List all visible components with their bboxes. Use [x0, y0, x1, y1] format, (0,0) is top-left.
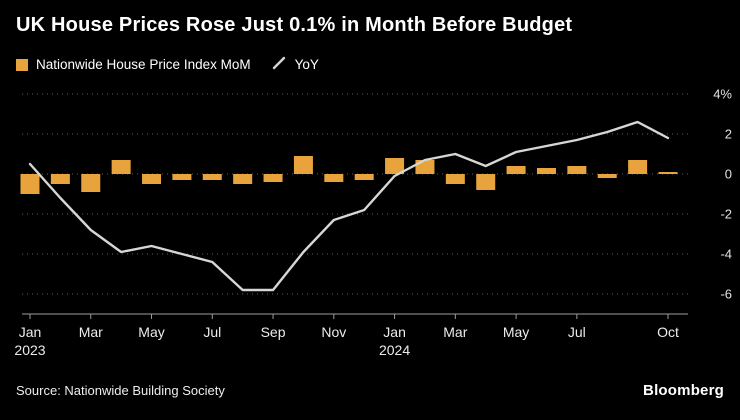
x-axis-label: Jan [19, 324, 42, 340]
mom-bar [597, 174, 617, 178]
y-axis-label: 2 [725, 127, 732, 142]
source-note: Source: Nationwide Building Society [16, 383, 225, 398]
mom-bar [20, 174, 40, 194]
mom-swatch [16, 58, 28, 71]
y-axis-label: -6 [720, 287, 732, 302]
mom-bar [536, 168, 556, 174]
mom-bar [81, 174, 101, 192]
chart-legend: Nationwide House Price Index MoM YoY [16, 56, 319, 73]
bloomberg-logo: Bloomberg [643, 382, 724, 399]
mom-bar [385, 158, 405, 174]
mom-bar [233, 174, 253, 184]
mom-bar [476, 174, 496, 190]
chart-footer: Source: Nationwide Building Society Bloo… [16, 382, 724, 399]
y-axis-label: -2 [720, 207, 732, 222]
legend-label-yoy: YoY [294, 57, 319, 72]
mom-bar [658, 172, 678, 174]
mom-bar [628, 160, 648, 174]
legend-label-mom: Nationwide House Price Index MoM [36, 57, 251, 72]
x-axis-year-label: 2023 [14, 342, 45, 358]
x-axis-label: May [503, 324, 529, 340]
mom-bar [445, 174, 465, 184]
mom-bar [50, 174, 70, 184]
x-axis-label: Mar [79, 324, 103, 340]
x-axis-label: Mar [443, 324, 467, 340]
x-axis-label: Sep [261, 324, 286, 340]
mom-bar [172, 174, 192, 180]
mom-bar [506, 166, 526, 174]
x-axis-label: Jul [203, 324, 221, 340]
x-axis-label: Oct [657, 324, 679, 340]
mom-bar [142, 174, 162, 184]
mom-bar [293, 156, 313, 174]
mom-bar [324, 174, 344, 182]
x-axis-label: May [138, 324, 164, 340]
mom-bar [263, 174, 283, 182]
yoy-line-icon [271, 56, 287, 73]
yoy-line [28, 120, 670, 292]
mom-bar [354, 174, 374, 180]
x-axis-label: Nov [321, 324, 346, 340]
chart-svg: 4% 2 0 -2 -4 -6 Jan 2023 Mar May Jul Sep Nov Jan 2024 M… [14, 87, 732, 359]
y-axis-label: -4 [720, 247, 732, 262]
mom-bar [415, 160, 435, 174]
x-axis-year-label: 2024 [379, 342, 410, 358]
mom-bar [202, 174, 222, 180]
chart-title: UK House Prices Rose Just 0.1% in Month … [16, 14, 573, 36]
x-axis-label: Jan [383, 324, 406, 340]
mom-bar [567, 166, 587, 174]
mom-bar [111, 160, 131, 174]
y-axis-label: 4% [713, 87, 732, 102]
y-axis-label: 0 [725, 167, 732, 182]
x-axis-label: Jul [568, 324, 586, 340]
